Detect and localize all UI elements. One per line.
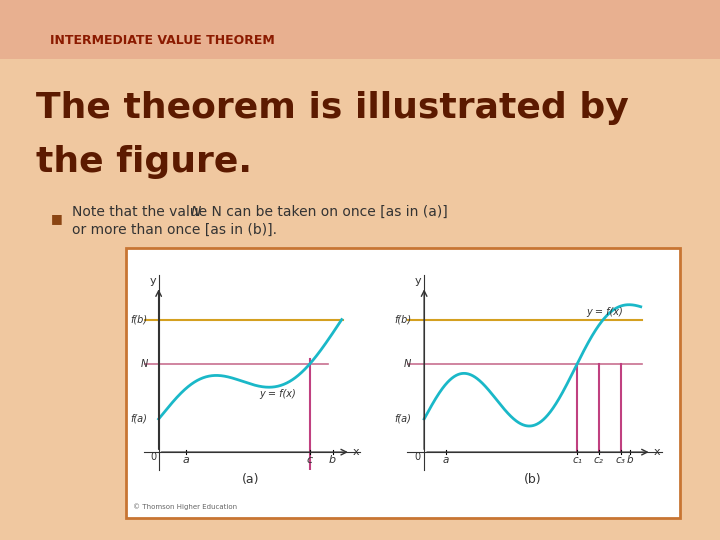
Text: N: N (140, 359, 148, 369)
FancyBboxPatch shape (0, 0, 720, 59)
Text: Note that the value ​N​ can be taken on once [as in (a)]: Note that the value ​N​ can be taken on … (72, 205, 448, 219)
Text: f(b): f(b) (394, 315, 411, 325)
Text: The theorem is illustrated by: The theorem is illustrated by (36, 91, 629, 125)
Text: c₁: c₁ (572, 455, 582, 465)
Text: N: N (404, 359, 411, 369)
Text: (a): (a) (241, 473, 259, 486)
Text: N: N (191, 205, 201, 219)
Text: f(a): f(a) (395, 414, 411, 424)
Text: b: b (626, 455, 633, 465)
Text: ■: ■ (50, 212, 62, 225)
Text: x: x (654, 447, 660, 457)
Text: c₂: c₂ (594, 455, 604, 465)
Text: f(b): f(b) (130, 315, 148, 325)
Text: 0: 0 (150, 452, 156, 462)
Text: y = f(x): y = f(x) (587, 307, 624, 317)
Text: 0: 0 (415, 452, 420, 462)
Text: c₃: c₃ (616, 455, 626, 465)
Text: y: y (150, 276, 156, 286)
Text: (b): (b) (523, 473, 541, 486)
Text: a: a (443, 455, 449, 465)
Text: INTERMEDIATE VALUE THEOREM: INTERMEDIATE VALUE THEOREM (50, 34, 275, 47)
Text: © Thomson Higher Education: © Thomson Higher Education (133, 504, 238, 510)
Text: b: b (329, 455, 336, 465)
Text: the figure.: the figure. (36, 145, 252, 179)
Text: f(a): f(a) (131, 414, 148, 424)
FancyBboxPatch shape (126, 248, 680, 518)
Text: a: a (183, 455, 189, 465)
Text: c: c (307, 455, 313, 465)
Text: y: y (414, 276, 421, 286)
Text: or more than once [as in (b)].: or more than once [as in (b)]. (72, 222, 277, 237)
Text: x: x (353, 447, 359, 457)
Text: y = f(x): y = f(x) (259, 389, 296, 399)
